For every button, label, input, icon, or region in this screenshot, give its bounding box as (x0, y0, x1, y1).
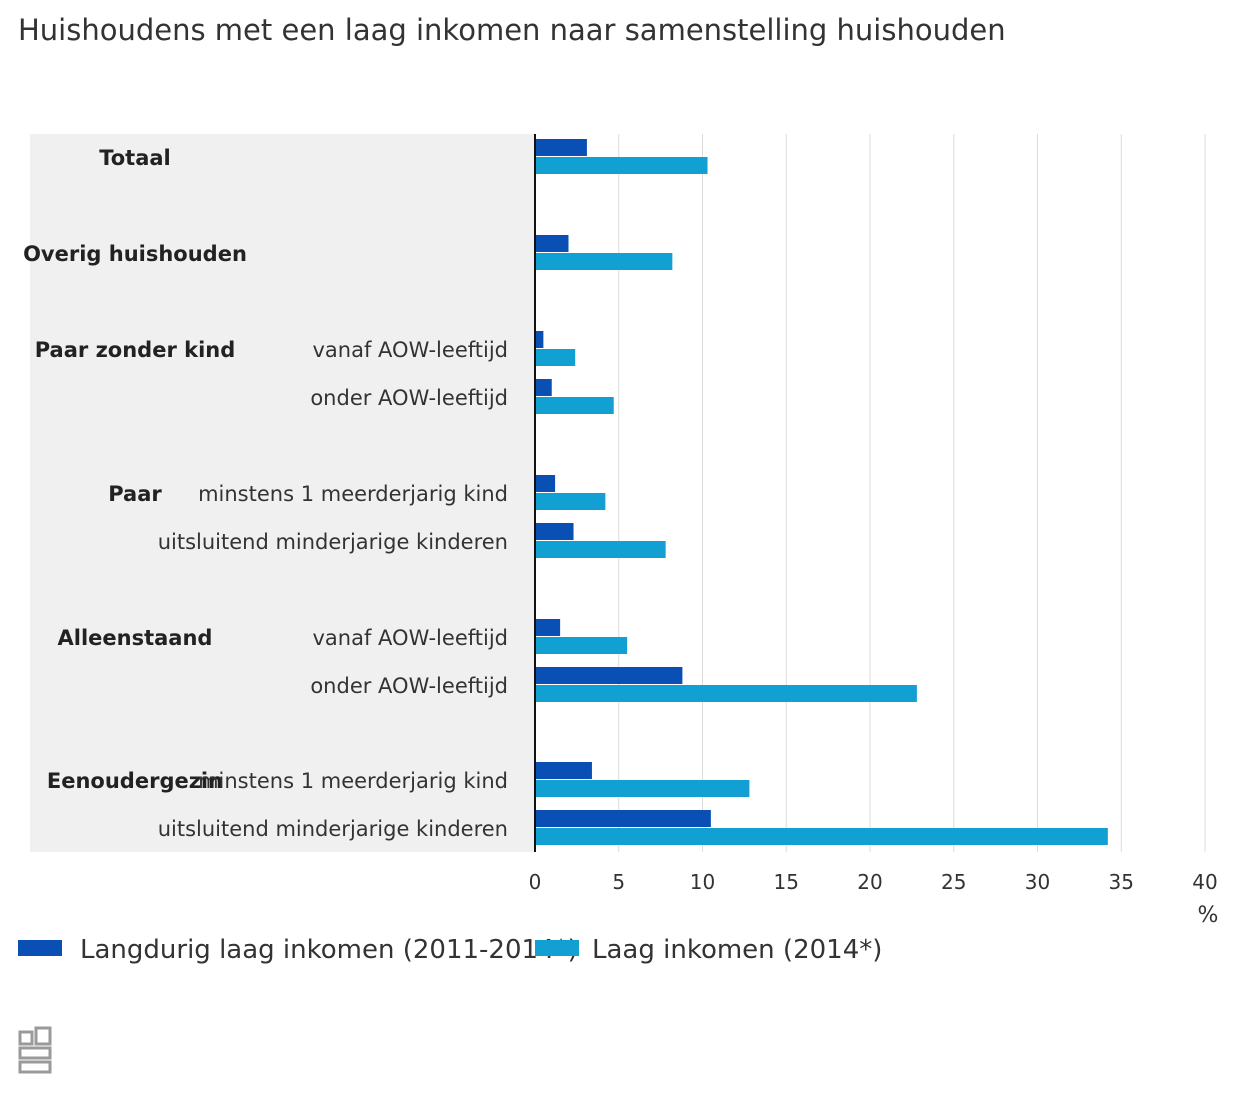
legend-swatch (18, 940, 62, 956)
gridlines (618, 134, 1206, 852)
category-group-label: Alleenstaand (58, 626, 213, 650)
bar (535, 349, 576, 366)
category-label: vanaf AOW-leeftijd (313, 626, 509, 650)
category-group-label: Paar zonder kind (35, 338, 236, 362)
legend-swatch (535, 940, 579, 956)
category-panel-background (30, 134, 535, 852)
bar (535, 253, 673, 270)
category-group-label: Eenoudergezin (47, 769, 223, 793)
bar (535, 235, 569, 252)
bar (535, 475, 556, 492)
bar (535, 331, 544, 348)
bar (535, 619, 561, 636)
bar (535, 685, 917, 702)
chart-title: Huishoudens met een laag inkomen naar sa… (18, 13, 1006, 47)
category-label: uitsluitend minderjarige kinderen (158, 530, 508, 554)
x-tick-label: 30 (1025, 870, 1050, 894)
legend: Langdurig laag inkomen (2011-2014*) Laag … (18, 935, 882, 965)
bar (535, 541, 666, 558)
x-tick-label: 25 (941, 870, 966, 894)
category-group-label: Paar (108, 482, 162, 506)
x-tick-label: 40 (1192, 870, 1217, 894)
bar (535, 493, 606, 510)
x-tick-label: 20 (857, 870, 882, 894)
x-tick-label: 0 (529, 870, 542, 894)
x-axis-unit-label: % (1198, 903, 1219, 928)
x-tick-label: 15 (774, 870, 799, 894)
cbs-logo (18, 1026, 52, 1074)
bar (535, 780, 750, 797)
x-axis-tick-labels: 0 5 10 15 20 25 30 35 40 (529, 870, 1218, 894)
bar (535, 637, 628, 654)
x-tick-label: 10 (690, 870, 715, 894)
bar (535, 397, 614, 414)
bar (535, 762, 592, 779)
bar (535, 379, 552, 396)
bar (535, 139, 587, 156)
category-group-label: Overig huishouden (23, 242, 247, 266)
bar (535, 810, 711, 827)
category-group-label: Totaal (99, 146, 171, 170)
legend-label: Langdurig laag inkomen (2011-2014*) (80, 935, 578, 965)
category-labels: Totaal Overig huishouden Paar zonder kind v… (23, 146, 508, 841)
category-label: minstens 1 meerderjarig kind (198, 769, 508, 793)
category-label: onder AOW-leeftijd (310, 674, 508, 698)
category-label: vanaf AOW-leeftijd (313, 338, 509, 362)
bar (535, 828, 1108, 845)
bar-series (535, 139, 1108, 845)
category-label: onder AOW-leeftijd (310, 386, 508, 410)
x-tick-label: 35 (1109, 870, 1134, 894)
category-label: uitsluitend minderjarige kinderen (158, 817, 508, 841)
bar (535, 667, 683, 684)
category-label: minstens 1 meerderjarig kind (198, 482, 508, 506)
bar (535, 523, 574, 540)
bar (535, 157, 708, 174)
legend-label: Laag inkomen (2014*) (592, 935, 882, 965)
x-tick-label: 5 (612, 870, 625, 894)
